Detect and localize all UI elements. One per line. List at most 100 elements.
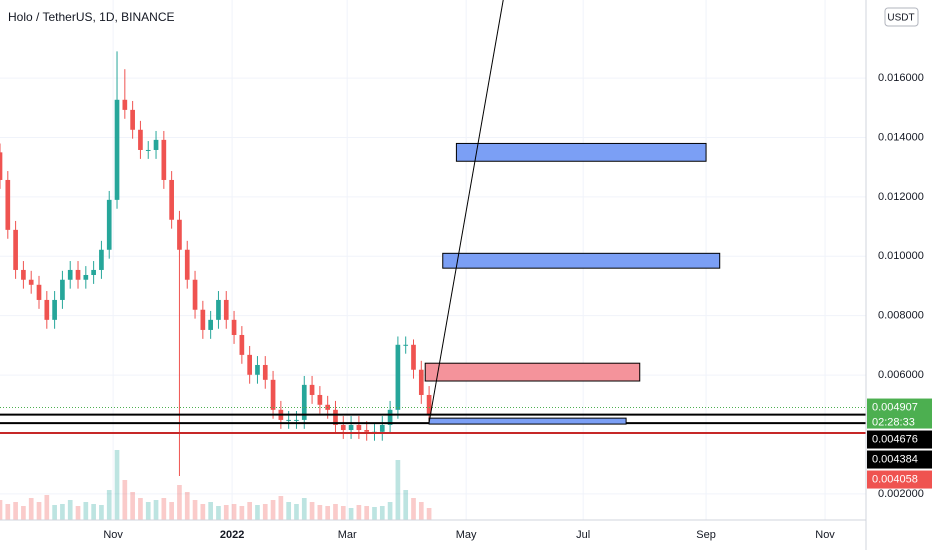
countdown-label: 02:28:33 — [872, 416, 915, 428]
candle-body — [294, 419, 299, 421]
volume-bar — [411, 498, 416, 520]
volume-bar — [364, 506, 370, 520]
candle-body — [395, 344, 401, 410]
candle-body — [247, 354, 252, 375]
candle-body — [177, 219, 182, 250]
candle-body — [379, 424, 385, 432]
price-label-box — [867, 450, 932, 469]
y-tick-label: 0.006000 — [878, 369, 924, 381]
candle-body — [403, 344, 409, 346]
y-tick-label: 0.008000 — [878, 310, 924, 322]
candle-body — [216, 299, 221, 320]
volume-bar — [153, 500, 159, 520]
volume-bar — [216, 506, 221, 520]
volume-bar — [75, 506, 81, 520]
x-tick-label: Jul — [576, 529, 590, 541]
volume-bar — [278, 496, 284, 520]
zone-rectangle — [442, 252, 721, 269]
candle-body — [192, 279, 198, 310]
trend-line — [428, 0, 504, 423]
volume-bar — [426, 508, 432, 520]
candle-body — [161, 139, 167, 180]
volume-bar — [192, 500, 198, 520]
candle-body — [13, 229, 18, 270]
volume-bar — [60, 504, 65, 520]
candle-body — [317, 394, 323, 405]
x-tick-label: Nov — [103, 529, 123, 541]
volume-bar — [340, 506, 346, 520]
volume-bar — [83, 502, 89, 520]
volume-bar — [333, 504, 338, 520]
price-label: 0.004907 — [872, 401, 918, 413]
volume-bar — [28, 498, 34, 520]
volume-bar — [247, 502, 252, 520]
currency-label: USDT — [887, 13, 914, 24]
volume-bar — [231, 504, 237, 520]
candle-body — [145, 149, 151, 151]
volume-bar — [130, 492, 135, 520]
candle-body — [153, 139, 159, 150]
x-tick-label: 2022 — [220, 529, 244, 541]
volume-bar — [294, 504, 299, 520]
volume-bar — [372, 507, 377, 520]
volume-bar — [270, 500, 276, 520]
candle-body — [21, 269, 26, 280]
candle-body — [340, 424, 346, 431]
candle-body — [5, 179, 11, 230]
volume-bar — [106, 490, 112, 520]
volume-bar — [36, 502, 42, 520]
volume-bar — [13, 502, 18, 520]
candle-body — [99, 249, 104, 270]
price-label: 0.004058 — [872, 473, 918, 485]
volume-bar — [395, 460, 401, 520]
candle-body — [333, 409, 338, 425]
volume-bar — [5, 504, 11, 520]
y-tick-label: 0.010000 — [878, 250, 924, 262]
volume-bar — [379, 506, 385, 520]
volume-bar — [114, 450, 120, 520]
volume-bar — [317, 505, 323, 520]
candle-body — [67, 269, 73, 280]
candle-body — [83, 274, 89, 280]
y-tick-label: 0.002000 — [878, 488, 924, 500]
candle-body — [106, 199, 112, 250]
volume-bar — [145, 502, 151, 520]
candle-body — [0, 152, 3, 180]
volume-bar — [286, 502, 292, 520]
candle-body — [387, 409, 393, 425]
volume-bar — [184, 492, 190, 520]
volume-bar — [208, 502, 213, 520]
currency-badge[interactable] — [884, 7, 919, 27]
volume-bar — [169, 502, 174, 520]
volume-bar — [99, 505, 104, 520]
volume-bar — [239, 506, 245, 520]
volume-bar — [67, 500, 73, 520]
volume-bar — [356, 505, 362, 520]
x-tick-label: Sep — [696, 529, 716, 541]
volume-bar — [91, 504, 96, 520]
volume-bar — [325, 506, 331, 520]
volume-bar — [52, 505, 57, 520]
y-tick-label: 0.016000 — [878, 72, 924, 84]
candle-body — [130, 109, 135, 130]
volume-bar — [309, 502, 315, 520]
candle-body — [348, 424, 354, 431]
x-tick-label: Nov — [815, 529, 835, 541]
price-label: 0.004384 — [872, 453, 918, 465]
candle-body — [60, 279, 65, 300]
candle-body — [75, 269, 81, 280]
volume-bar — [255, 505, 260, 520]
candle-body — [356, 424, 362, 431]
candle-body — [364, 430, 370, 432]
price-label-box — [867, 398, 932, 429]
candle-body — [114, 99, 120, 200]
candle-body — [223, 299, 229, 320]
y-tick-label: 0.012000 — [878, 191, 924, 203]
volume-bar — [138, 498, 143, 520]
candle-body — [262, 364, 268, 380]
candle-body — [36, 284, 42, 300]
volume-bar — [200, 504, 206, 520]
candle-body — [44, 299, 50, 320]
candle-body — [270, 379, 276, 410]
